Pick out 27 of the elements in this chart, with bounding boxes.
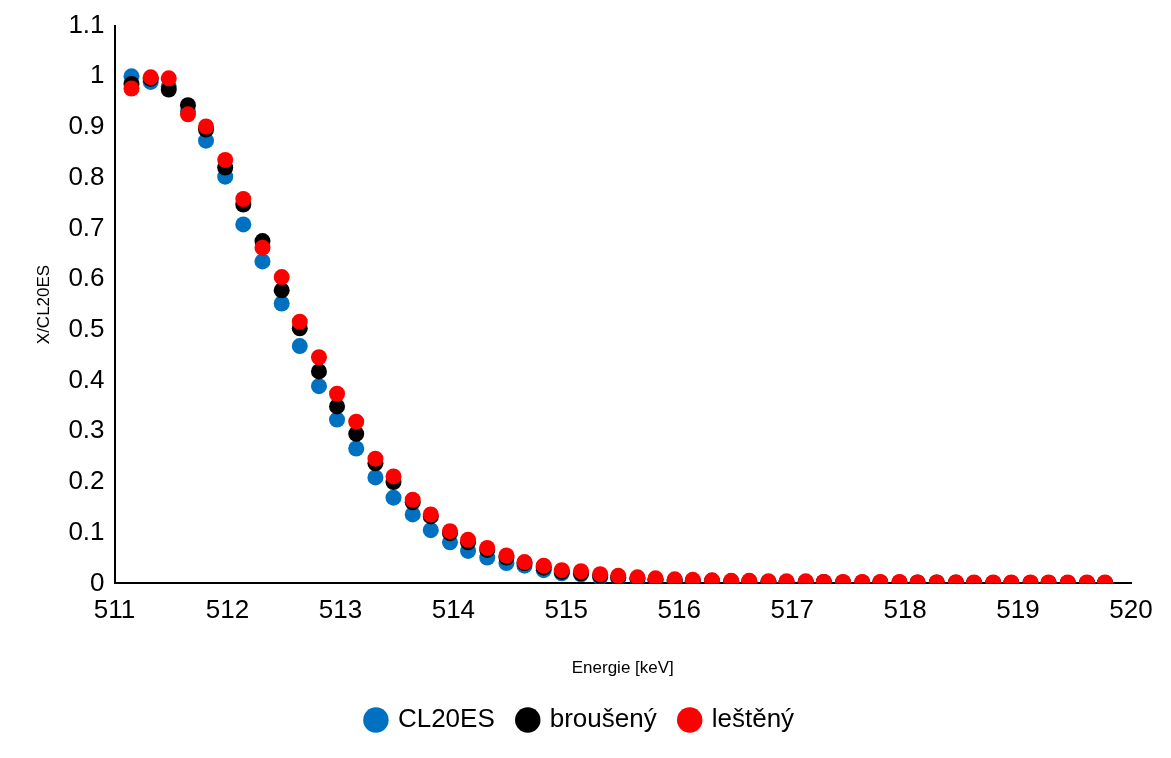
x-tick-label: 515 [544,594,588,625]
x-tick-label: 520 [1109,594,1153,625]
y-tick-label: 0.8 [68,160,105,191]
y-tick-label: 0.1 [68,515,105,546]
x-axis-title: Energie [keV] [571,658,674,678]
x-tick-label: 519 [996,594,1040,625]
y-tick-label: 0.3 [68,414,105,445]
legend-label: broušený [549,703,657,734]
y-axis-title: X/CL20ES [33,264,53,345]
x-tick-label: 517 [770,594,814,625]
y-tick-label: 0.4 [68,363,105,394]
y-tick-label: 0.9 [68,110,105,141]
y-tick-label: 0.5 [68,313,105,344]
legend-label: leštěný [711,703,795,734]
x-tick-label: 514 [431,594,476,625]
legend-label: CL20ES [397,703,495,734]
x-tick-label: 511 [93,594,136,625]
x-tick-label: 518 [883,594,927,625]
y-tick-label: 0.2 [68,465,105,496]
y-tick-label: 1 [90,59,105,90]
x-tick-label: 513 [318,594,363,625]
y-tick-label: 0.6 [68,262,105,293]
y-tick-label: 0 [90,566,105,597]
y-tick-label: 0.7 [68,211,105,242]
x-tick-label: 516 [657,594,701,625]
x-tick-label: 512 [205,594,250,625]
y-tick-label: 1.1 [68,8,105,39]
